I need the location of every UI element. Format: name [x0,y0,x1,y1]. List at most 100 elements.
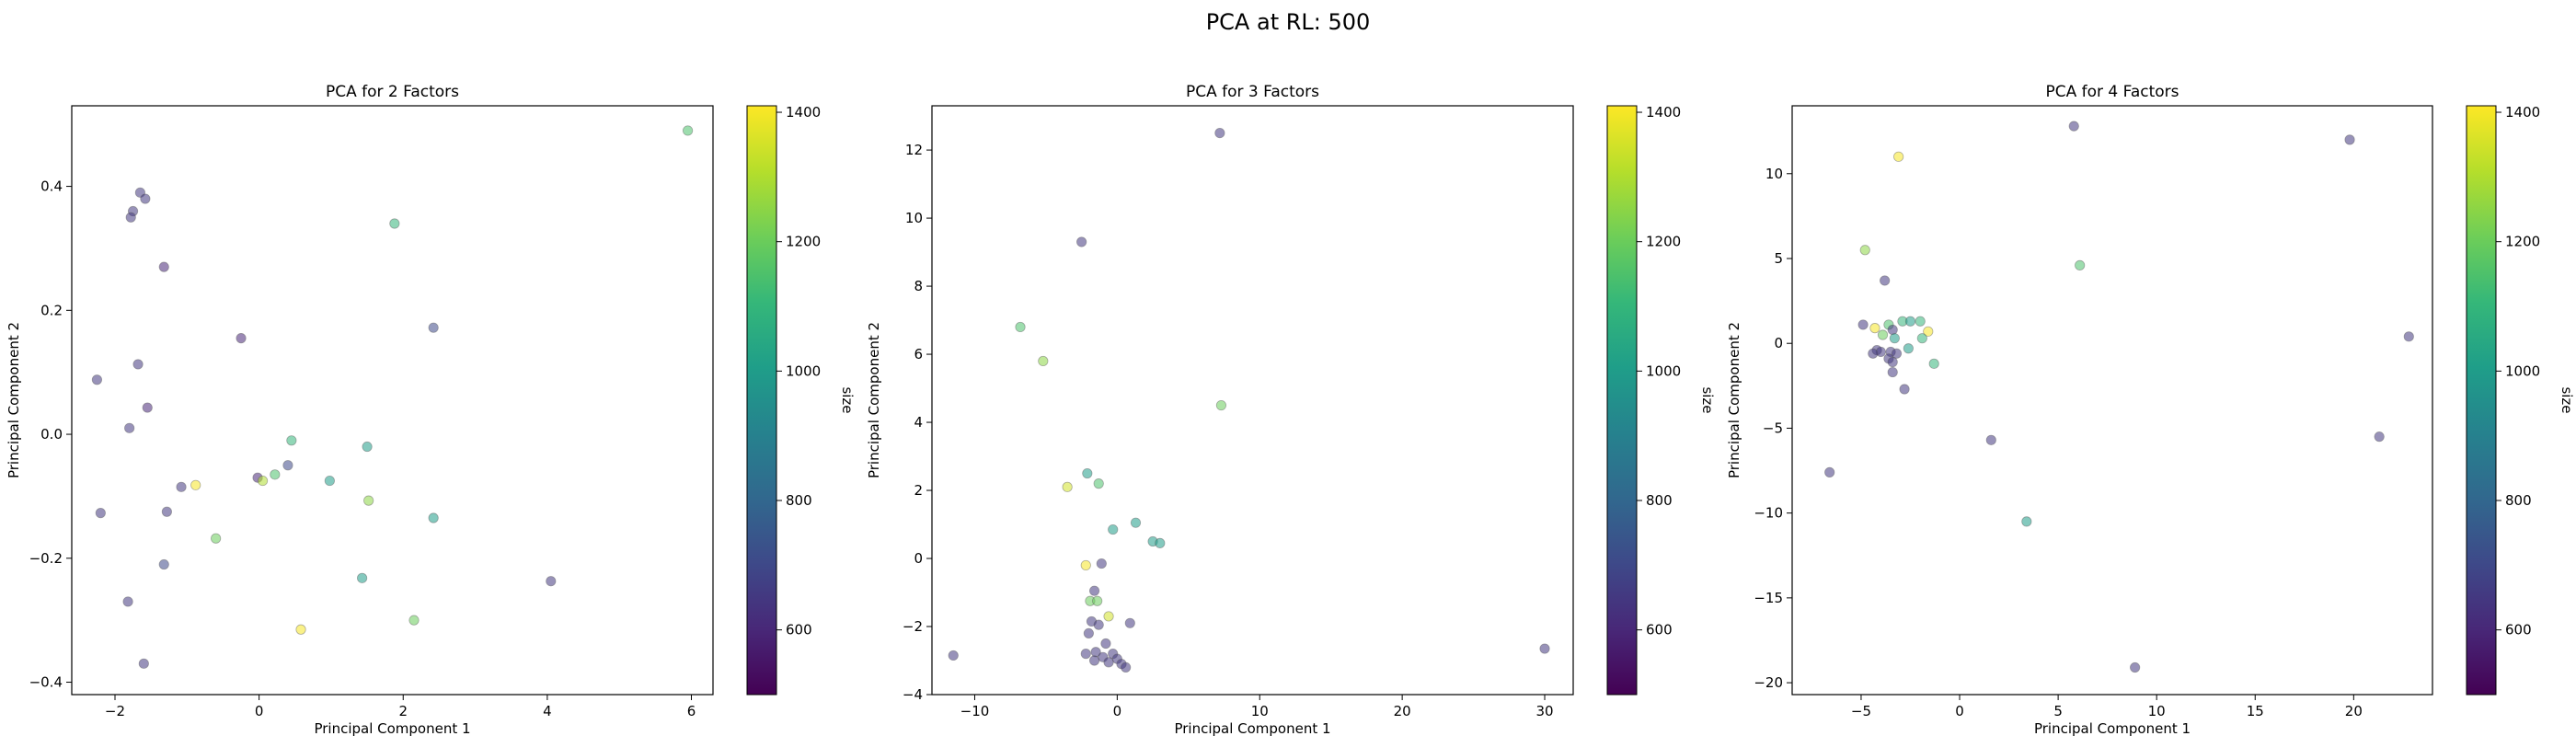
data-point [142,402,153,413]
data-point [1155,537,1166,548]
y-tick-label: −4 [903,686,923,703]
colorbar-tick-label: 1000 [1646,362,1681,379]
y-tick-label: −20 [1754,674,1783,691]
chart-panel-2-factors: PCA for 2 Factors −2 0 2 4 6 −0.4 −0.2 0.0 0.2 0.4… [6,83,856,736]
colorbar-tick-label: 1400 [1646,104,1681,121]
data-point [428,512,439,523]
colorbar-tick-label: 1400 [786,104,821,121]
data-point [948,650,959,661]
y-tick-label: 0 [1774,335,1783,351]
y-axis-label: Principal Component 2 [866,322,882,478]
colorbar-label: size [839,386,856,413]
data-point [270,469,281,480]
colorbar-tick-label: 1200 [786,234,821,250]
data-point [236,333,247,344]
data-point [1887,324,1898,336]
data-point [257,475,269,487]
x-tick-label: 20 [2345,703,2363,719]
data-point [363,495,374,506]
x-tick-label: 0 [1113,703,1122,719]
data-point [2068,121,2079,132]
x-tick-label: −5 [1851,703,1871,719]
data-point [2075,259,2086,270]
data-point [1093,619,1104,630]
y-tick-label: 12 [905,142,923,158]
data-point [357,572,368,583]
y-tick-label: −15 [1754,590,1783,606]
data-point [1093,478,1104,489]
chart-panel-4-factors: PCA for 4 Factors −5 0 5 10 15 20 −20 −15 −10 −5 0 5… [1726,83,2575,736]
data-point [428,322,439,333]
data-point [1103,657,1114,668]
colorbar-tick-label: 600 [1646,622,1673,638]
data-point [161,506,172,517]
x-tick-label: 20 [1394,703,1411,719]
data-point [176,481,187,492]
colorbar-tick-label: 1400 [2505,104,2540,121]
data-point [1080,649,1091,660]
colorbar-tick-label: 600 [786,622,812,638]
y-tick-label: 0.4 [40,178,63,195]
data-point [190,479,201,490]
data-point [286,435,297,446]
data-point [546,576,557,587]
y-tick-label: 0.2 [40,302,63,318]
data-point [1985,434,1996,445]
y-tick-label: −5 [1763,420,1783,436]
data-point [389,218,400,229]
y-tick-label: −0.4 [29,674,63,691]
x-axis-label: Principal Component 1 [2034,720,2191,736]
data-point [2021,516,2032,527]
data-point [158,261,169,272]
data-point [138,658,149,669]
data-point [132,359,144,370]
data-point [1083,627,1094,639]
panel-title: PCA for 4 Factors [2045,83,2179,101]
data-point [2344,134,2355,145]
data-point [1880,275,1891,286]
panel-title: PCA for 2 Factors [326,83,459,101]
data-point [282,460,293,471]
colorbar-tick-label: 800 [2505,492,2532,509]
colorbar-tick-label: 1000 [2505,362,2540,379]
data-point [1539,643,1550,654]
data-point [1062,481,1073,492]
data-point [1891,348,1903,359]
data-point [158,558,169,570]
data-point [1916,333,1927,344]
data-point [1869,323,1880,334]
data-point [1868,348,1879,359]
plot-area-frame [931,105,1574,696]
y-tick-label: 10 [1765,166,1783,182]
y-tick-label: 5 [1774,250,1783,267]
x-tick-label: 0 [255,703,264,719]
data-point [1915,316,1926,327]
x-tick-label: 10 [1251,703,1269,719]
data-point [362,441,373,453]
x-tick-label: 30 [1535,703,1553,719]
data-point [1923,326,1934,337]
data-point [1887,356,1898,368]
y-tick-label: −0.2 [29,550,63,567]
data-point [1857,319,1869,330]
y-tick-label: 10 [905,210,923,226]
data-point [1100,638,1111,650]
x-tick-label: 2 [398,703,408,719]
x-tick-label: 10 [2148,703,2166,719]
colorbar [1606,105,1638,696]
data-point [1092,595,1103,606]
data-point [1859,245,1870,256]
x-tick-label: 6 [687,703,696,719]
data-point [1877,329,1889,340]
plot-area-frame [71,105,714,696]
data-point [1903,343,1914,354]
x-tick-label: 15 [2247,703,2264,719]
data-point [1889,333,1900,344]
y-tick-label: 6 [914,346,923,362]
data-point [1121,661,1132,673]
data-point [2374,431,2385,443]
data-point [295,624,306,635]
colorbar-tick-label: 1200 [1646,234,1681,250]
y-tick-label: −2 [903,618,923,635]
colorbar-tick-label: 1200 [2505,234,2540,250]
